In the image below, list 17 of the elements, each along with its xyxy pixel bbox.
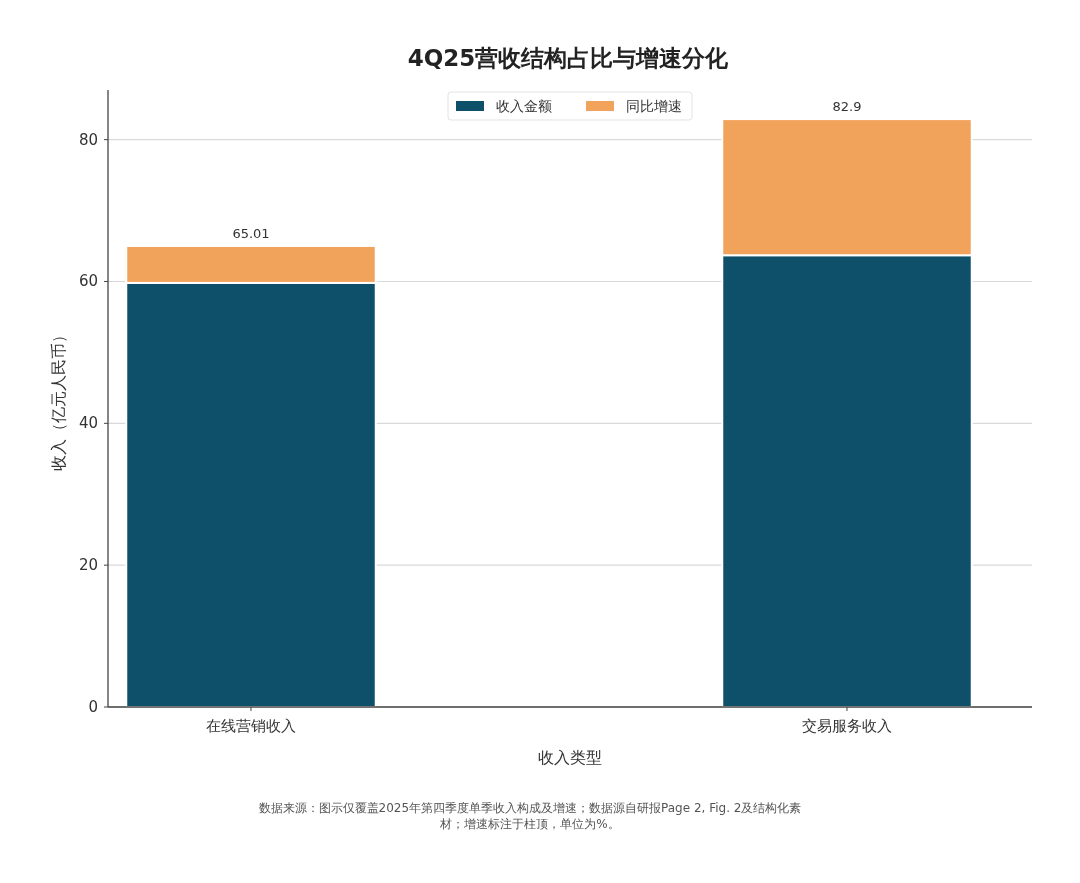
bar (125, 244, 377, 284)
y-tick-label: 40 (78, 414, 98, 433)
x-tick-label: 交易服务收入 (802, 717, 892, 735)
total-label: 65.01 (232, 225, 270, 241)
x-tick-label: 在线营销收入 (206, 717, 296, 735)
legend-label: 同比增速 (626, 98, 682, 114)
y-tick-label: 60 (78, 272, 98, 291)
chart-title: 4Q25营收结构占比与增速分化 (407, 45, 730, 71)
source-note: 数据来源：图示仅覆盖2025年第四季度单季收入构成及增速；数据源自研报Page 2, Fig. 2及结构化素材；增速标注于柱顶，单位为%。 (257, 800, 803, 832)
legend-label: 收入金额 (496, 98, 552, 114)
y-axis-title: 收入（亿元人民币） (49, 326, 68, 471)
y-tick-label: 0 (88, 698, 98, 716)
x-axis-title: 收入类型 (538, 748, 602, 767)
total-label: 82.9 (832, 99, 862, 115)
y-tick-label: 20 (78, 556, 98, 575)
bar (721, 118, 973, 257)
y-tick-label: 80 (78, 130, 98, 149)
